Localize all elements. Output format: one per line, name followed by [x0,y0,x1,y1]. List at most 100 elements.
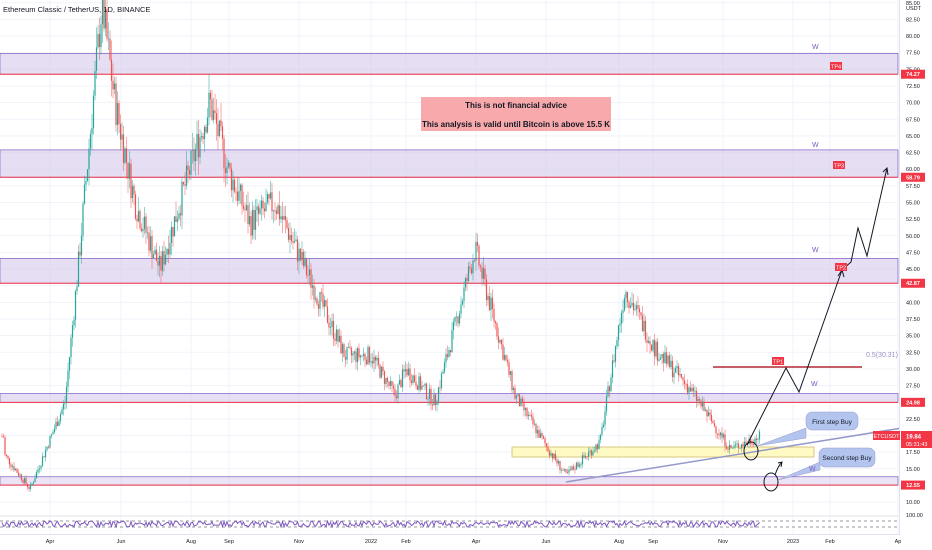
candle-body [364,353,366,360]
candle-body [586,456,588,458]
candle-body [35,471,38,479]
candle-body [523,401,525,411]
candle-body [743,441,746,447]
candle-body [292,240,294,243]
candle-body [545,443,548,447]
candle-body [353,351,356,354]
candle-body [275,210,278,214]
candle-body [142,229,144,232]
wave-mark-tp1: W [811,381,818,388]
candle-body [502,344,504,360]
candle-body [473,260,476,262]
candle-body [14,469,17,471]
candle-body [587,452,590,457]
candle-body [631,302,633,306]
candle-body [454,316,456,322]
candle-body [47,446,50,448]
candle-body [592,451,594,456]
candle-body [280,216,282,220]
candle-body [365,359,368,365]
level-tag-tp1 [901,397,925,407]
candle-body [521,398,524,402]
candle-body [79,251,81,256]
candle-body [157,261,159,266]
candle-body [413,375,416,382]
candle-body [305,258,308,276]
candle-body [514,388,516,399]
candle-body [56,421,59,427]
time-label: Sep [224,539,234,545]
candle-body [368,347,371,363]
candle-body [727,448,729,450]
candle-body [124,148,126,163]
candle-body [646,339,648,343]
support-zone [0,476,899,486]
candle-body [431,404,434,406]
candle-body [244,208,246,211]
candle-body [406,369,408,376]
candle-body [284,216,287,221]
candle-body [517,394,519,397]
time-axis[interactable]: Apr Jun Aug Sep Nov 2022 Feb Apr Jun Aug Sep Nov 202… [0,534,901,550]
candle-body [518,394,521,407]
candle-body [343,344,345,358]
candle-body [163,251,165,265]
price-axis[interactable]: USDT 85.0082.5080.0077.5075.0072.5070.00… [873,0,932,550]
candle-body [392,386,395,389]
candle-body [103,0,105,29]
price-tick: 70.00 [906,101,920,107]
candle-body [647,341,650,343]
candle-body [170,226,173,244]
candle-body [551,453,554,459]
price-tick: 67.50 [906,117,920,123]
candle-body [184,184,186,186]
candle-body [134,194,137,219]
candle-body [674,368,677,373]
candle-body [490,297,492,311]
candle-body [635,305,638,310]
candle-body [379,364,381,378]
candle-body [43,456,45,458]
candle-body [557,461,560,464]
time-label: Feb [825,539,834,545]
candle-body [175,216,177,222]
candle-body [386,377,389,382]
candle-body [100,24,102,48]
candle-body [451,330,453,353]
osc-tick-100: 100.00 [906,513,923,519]
candle-body [443,362,446,372]
resistance-zone [0,393,899,403]
candle-body [335,329,338,341]
candle-body [401,369,404,388]
second-buy-arrow [774,461,783,476]
candle-body [724,434,726,447]
candle-body [655,341,657,357]
candle-body [355,351,357,363]
candle-body [73,319,75,326]
candle-body [359,355,362,358]
price-tick: 65.00 [906,134,920,140]
candle-body [688,387,690,393]
candle-body [274,210,276,212]
candle-body [400,380,402,388]
candle-body [548,451,551,456]
candle-body [497,336,500,343]
candle-body [430,388,432,405]
candle-body [376,357,378,361]
candle-body [496,323,498,337]
candle-body [680,373,683,378]
candle-body [227,162,230,167]
candle-body [356,348,359,363]
candle-body [233,179,236,192]
level-tag-tp2-text: 42.87 [906,281,920,287]
candle-body [254,210,257,230]
notice-box: This is not financial advice This analys… [421,97,611,131]
candle-body [425,383,428,400]
candle-body [418,376,420,390]
candle-body [208,92,210,118]
resistance-zone [0,258,899,284]
candle-body [524,408,527,411]
candle-body [269,192,272,199]
candle-body [272,210,275,212]
